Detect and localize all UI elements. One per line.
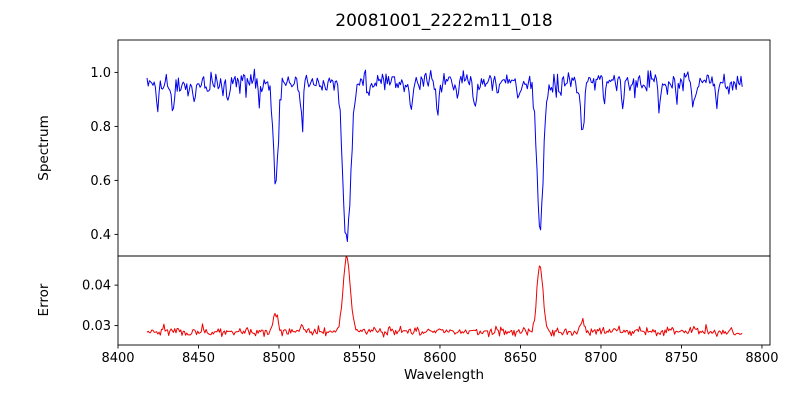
error-y-axis-label: Error	[36, 283, 52, 316]
spectrum-line	[146, 68, 743, 242]
spectrum-y-tick-label: 0.4	[90, 228, 111, 243]
error-line	[146, 256, 743, 338]
spectrum-y-axis-label: Spectrum	[36, 115, 52, 180]
x-tick-label: 8400	[101, 351, 134, 366]
x-tick-label: 8800	[745, 351, 778, 366]
x-tick-label: 8750	[665, 351, 698, 366]
chart-title: 20081001_2222m11_018	[335, 11, 552, 31]
x-tick-label: 8550	[343, 351, 376, 366]
x-tick-label: 8500	[262, 351, 295, 366]
x-tick-label: 8450	[182, 351, 215, 366]
x-tick-label: 8700	[584, 351, 617, 366]
error-axes-box	[117, 255, 771, 346]
spectrum-y-tick-label: 1.0	[90, 66, 111, 81]
spectrum-axes-box	[117, 39, 771, 257]
x-axis-label: Wavelength	[404, 367, 484, 383]
x-tick-label: 8600	[423, 351, 456, 366]
error-y-tick-label: 0.03	[82, 319, 111, 334]
spectrum-y-tick-label: 0.6	[90, 174, 111, 189]
spectrum-y-tick-label: 0.8	[90, 120, 111, 135]
x-tick-label: 8650	[504, 351, 537, 366]
error-y-tick-label: 0.04	[82, 279, 111, 294]
plot-area: 0.4 0.6 0.8 1.0 0.03 0.04 8400 8450 8500 8550 8600…	[82, 39, 778, 366]
